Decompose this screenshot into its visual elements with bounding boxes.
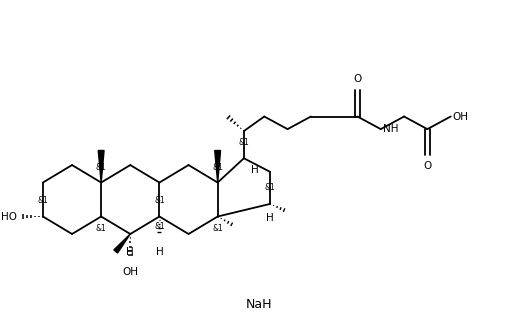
Text: &1: &1	[212, 163, 223, 172]
Text: &1: &1	[265, 183, 276, 192]
Text: &1: &1	[154, 222, 165, 231]
Text: HO: HO	[1, 211, 17, 221]
Text: &1: &1	[154, 196, 165, 205]
Text: OH: OH	[122, 267, 138, 277]
Text: H: H	[266, 213, 274, 223]
Polygon shape	[98, 151, 104, 183]
Text: &1: &1	[96, 163, 106, 172]
Text: O: O	[423, 161, 431, 171]
Text: OH: OH	[453, 112, 468, 122]
Text: O: O	[353, 74, 362, 85]
Text: &1: &1	[38, 196, 48, 205]
Polygon shape	[114, 234, 130, 253]
Text: &1: &1	[96, 224, 106, 233]
Text: H: H	[156, 247, 163, 258]
Polygon shape	[215, 151, 220, 183]
Text: &1: &1	[239, 138, 249, 147]
Text: &1: &1	[212, 224, 223, 233]
Text: NH: NH	[383, 124, 398, 134]
Text: H: H	[251, 165, 258, 175]
Text: H: H	[127, 247, 134, 258]
Text: NaH: NaH	[246, 298, 272, 311]
